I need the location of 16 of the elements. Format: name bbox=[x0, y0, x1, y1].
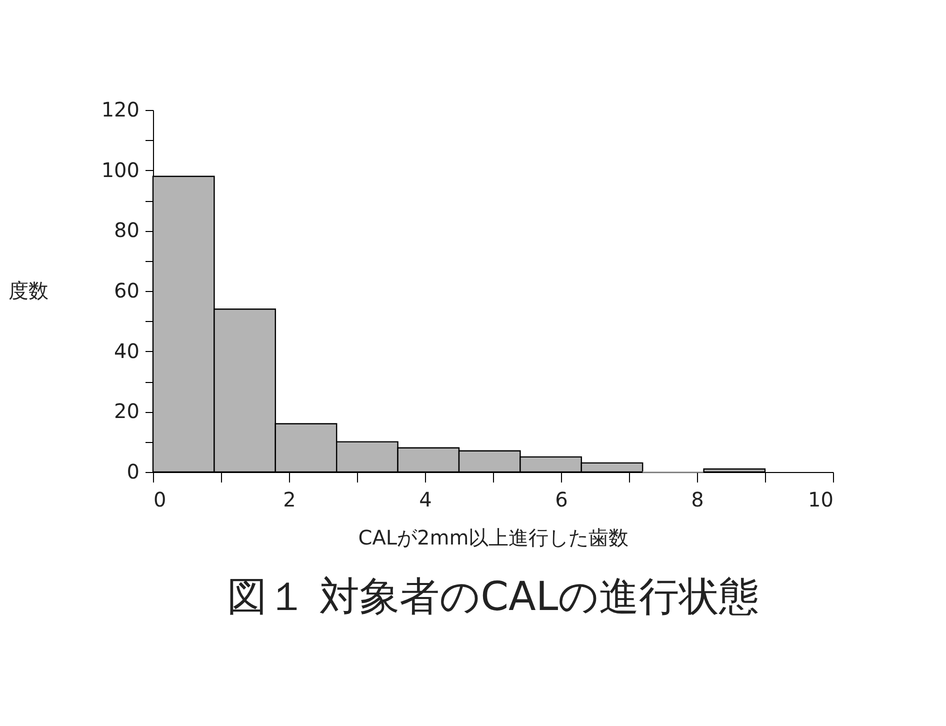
y-tick-label: 100 bbox=[101, 158, 140, 182]
x-tick-label: 0 bbox=[154, 488, 166, 512]
x-tick-label: 2 bbox=[283, 488, 296, 512]
text: 図１ 対象者のCALの進行状態 bbox=[226, 574, 760, 620]
x-tick-label: 6 bbox=[555, 488, 568, 512]
y-tick-label: 120 bbox=[101, 98, 140, 122]
x-tick-label: 10 bbox=[808, 488, 834, 512]
x-axis-title: CALが2mm以上進行した歯数 bbox=[358, 526, 629, 550]
y-tick-label: 0 bbox=[126, 460, 140, 484]
x-tick-label: 8 bbox=[691, 488, 704, 512]
y-tick-label: 20 bbox=[114, 399, 140, 424]
x-tick-label: 4 bbox=[419, 488, 432, 512]
y-axis-title: 度数 bbox=[8, 278, 48, 302]
y-tick-label: 40 bbox=[114, 338, 140, 363]
y-tick-label: 60 bbox=[114, 278, 140, 302]
y-tick-label: 80 bbox=[114, 218, 140, 242]
